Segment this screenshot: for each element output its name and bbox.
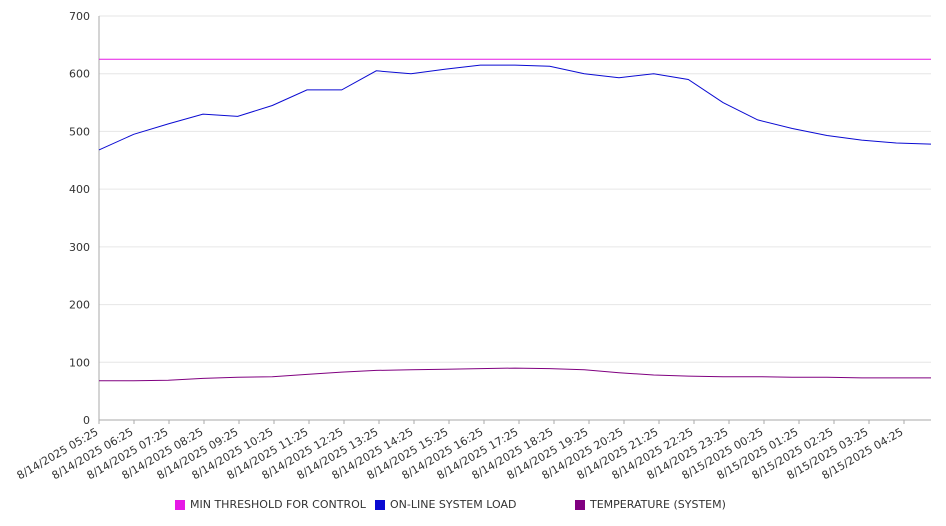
legend-item-temperature: TEMPERATURE (SYSTEM)	[575, 498, 726, 511]
y-tick-label: 400	[69, 183, 90, 196]
legend-label-temperature: TEMPERATURE (SYSTEM)	[590, 498, 726, 511]
y-tick-label: 100	[69, 356, 90, 369]
legend-swatch-temperature	[575, 499, 585, 510]
y-tick-label: 0	[83, 414, 90, 427]
legend-label-min-threshold: MIN THRESHOLD FOR CONTROL	[190, 498, 366, 511]
y-axis-tick-labels: 0 100 200 300 400 500 600 700	[69, 10, 90, 427]
series-lines	[98, 58, 932, 382]
axes	[98, 16, 931, 424]
legend-swatch-min-threshold	[175, 499, 185, 510]
series-line-temperature-system	[99, 367, 931, 382]
grid-lines	[99, 15, 931, 363]
y-tick-label: 600	[69, 68, 90, 81]
legend-item-min-threshold: MIN THRESHOLD FOR CONTROL	[175, 498, 366, 511]
series-line-on-line-system-load	[98, 64, 932, 151]
y-tick-label: 500	[69, 125, 90, 138]
x-axis-tick-labels: 8/14/2025 05:258/14/2025 06:258/14/2025 …	[15, 425, 906, 482]
legend-label-system-load: ON-LINE SYSTEM LOAD	[390, 498, 517, 511]
y-tick-label: 700	[69, 10, 90, 23]
y-tick-label: 200	[69, 299, 90, 312]
y-tick-label: 300	[69, 241, 90, 254]
legend-swatch-system-load	[375, 499, 385, 510]
legend-item-system-load: ON-LINE SYSTEM LOAD	[375, 498, 516, 511]
